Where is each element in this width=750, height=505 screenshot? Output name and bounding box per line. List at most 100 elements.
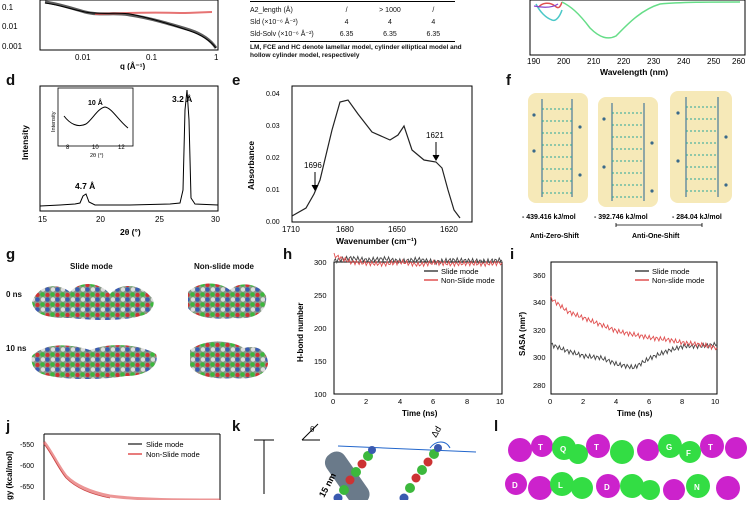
l-residue-8: D <box>604 483 610 492</box>
i-legend-nonslide: Non-slide mode <box>652 276 705 285</box>
g-slide-0ns <box>32 283 154 320</box>
a-xtick-0: 0.01 <box>75 53 91 62</box>
panel-h-label: h <box>283 246 293 263</box>
i-xlabel: Time (ns) <box>617 409 653 418</box>
c-xtick-1: 200 <box>557 57 571 66</box>
c-xtick-3: 220 <box>617 57 631 66</box>
a-xtick-1: 0.1 <box>146 53 158 62</box>
panel-i: Slide mode Non-slide mode 280 300 320 34… <box>515 252 750 422</box>
g-col-nonslide: Non-slide mode <box>194 262 255 271</box>
e-xtick-1: 1680 <box>336 225 354 234</box>
l-green-strand <box>550 434 710 500</box>
h-legend-nonslide: Non-Slide mode <box>441 276 495 285</box>
l-residue-5: F <box>686 449 691 458</box>
h-series-nonslide <box>333 252 503 268</box>
d-inset-title: 10 Å <box>88 98 103 107</box>
i-xtick-2: 4 <box>614 397 618 406</box>
panel-k-label: k <box>232 418 241 435</box>
panel-j-label: j <box>6 418 11 435</box>
table-caption: LM, FCE and HC denote lamellar model, cy… <box>250 44 462 59</box>
c-xtick-0: 190 <box>527 57 541 66</box>
e-annotation-1621: 1621 <box>426 131 444 140</box>
e-ytick-2: 0.02 <box>266 155 280 162</box>
e-ytick-4: 0.04 <box>266 91 280 98</box>
i-xtick-1: 2 <box>581 397 585 406</box>
panel-f: - 439.416 kJ/mol - 392.746 kJ/mol - 284.… <box>520 85 750 250</box>
d-xtick-0: 15 <box>38 215 47 224</box>
g-nonslide-0ns <box>188 283 267 319</box>
h-ytick-3: 250 <box>314 291 327 300</box>
c-xtick-7: 260 <box>732 57 746 66</box>
panel-f-models: - 439.416 kJ/mol - 392.746 kJ/mol - 284.… <box>522 91 732 240</box>
l-residue-0: T <box>538 443 543 452</box>
panel-j: Slide mode Non-Slide mode -550 -600 -650… <box>0 430 225 502</box>
h-xtick-5: 10 <box>496 397 504 406</box>
panel-c: 190 200 210 220 230 240 250 260 Waveleng… <box>500 0 750 80</box>
g-row-10ns: 10 ns <box>6 344 27 353</box>
g-row-0ns: 0 ns <box>6 290 23 299</box>
l-residue-7: L <box>558 481 563 490</box>
d-inset-ylabel: Intensity <box>51 111 57 132</box>
d-xlabel: 2θ (°) <box>120 227 141 237</box>
panel-k-diagram: θ 15 nm Δd <box>254 423 477 505</box>
h-xlabel: Time (ns) <box>402 409 438 418</box>
d-peak-3-2: 3.2 Å <box>172 94 192 104</box>
d-inset-xtick-0: 8 <box>66 145 70 151</box>
h-xtick-4: 8 <box>465 397 469 406</box>
a-xlabel: q (Å⁻¹) <box>120 62 145 70</box>
h-xtick-0: 0 <box>331 397 335 406</box>
h-legend-slide: Slide mode <box>441 267 479 276</box>
g-snapshots <box>31 283 268 379</box>
table-row: A2_length (Å) / > 1000 / <box>250 6 435 14</box>
i-series-slide <box>550 341 718 370</box>
l-residue-1: Q <box>560 445 566 454</box>
panel-l: T Q T G T F D L D N <box>498 432 750 501</box>
i-axes <box>550 261 718 395</box>
g-col-slide: Slide mode <box>70 262 113 271</box>
h-ytick-1: 150 <box>314 357 327 366</box>
panel-e-plot: 1696 1621 0.00 0.01 0.02 0.03 0.04 Absor… <box>246 85 473 246</box>
panel-d: 3.2 Å 4.7 Å 10 Å 8 10 12 2θ (°) Intensit… <box>0 80 230 240</box>
a-xtick-2: 1 <box>214 53 219 62</box>
table-row: Sld (×10⁻⁶ Å⁻²) 4 4 4 <box>250 18 436 27</box>
l-residue-9: N <box>694 483 700 492</box>
h-series-slide <box>333 255 503 266</box>
i-xtick-5: 10 <box>711 397 719 406</box>
h-xtick-3: 6 <box>431 397 435 406</box>
i-series-nonslide <box>550 295 718 351</box>
h-ytick-2: 200 <box>314 324 327 333</box>
c-xtick-2: 210 <box>587 57 601 66</box>
panel-h-plot: Slide mode Non-Slide mode 100 150 200 25… <box>296 252 504 418</box>
d-peak-4-7: 4.7 Å <box>75 181 95 191</box>
panel-k: θ 15 nm Δd <box>240 420 490 505</box>
j-ytick-1: -600 <box>20 463 34 470</box>
panel-f-label: f <box>506 72 511 89</box>
i-ytick-3: 340 <box>533 298 546 307</box>
i-xtick-3: 6 <box>647 397 651 406</box>
e-annotation-1696: 1696 <box>304 161 322 170</box>
l-residue-6: D <box>512 481 518 490</box>
d-xtick-2: 25 <box>155 215 164 224</box>
e-ylabel: Absorbance <box>246 141 256 190</box>
c-xlabel: Wavelength (nm) <box>600 67 668 77</box>
i-ytick-2: 320 <box>533 326 546 335</box>
e-ytick-3: 0.03 <box>266 123 280 130</box>
panel-j-plot: Slide mode Non-Slide mode -550 -600 -650… <box>5 433 221 502</box>
panel-g <box>30 272 270 392</box>
d-ylabel: Intensity <box>20 125 30 160</box>
d-xtick-1: 20 <box>96 215 105 224</box>
a-ytick-2: 0.001 <box>2 42 23 51</box>
d-xtick-3: 30 <box>211 215 220 224</box>
k-dimension-delta: Δd <box>429 424 443 439</box>
e-xlabel: Wavenumber (cm⁻¹) <box>336 236 417 246</box>
d-inset-xtick-1: 10 <box>92 145 99 151</box>
panel-e-label: e <box>232 72 241 89</box>
k-dimension-length: 15 nm <box>317 471 338 499</box>
f-energy-3: - 284.04 kJ/mol <box>672 214 722 221</box>
i-xtick-4: 8 <box>680 397 684 406</box>
c-xtick-6: 250 <box>707 57 721 66</box>
panel-i-plot: Slide mode Non-slide mode 280 300 320 34… <box>518 261 719 418</box>
h-ytick-0: 100 <box>314 390 327 399</box>
panel-d-plot: 3.2 Å 4.7 Å 10 Å 8 10 12 2θ (°) Intensit… <box>20 85 220 237</box>
l-residue-4: T <box>708 443 713 452</box>
